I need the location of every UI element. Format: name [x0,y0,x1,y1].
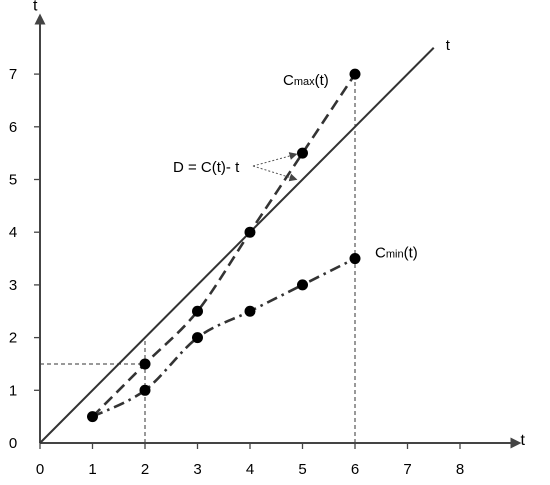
annotation-arrow [252,165,298,182]
series-label-cmin: Cmin(t) [375,245,418,262]
x-tick-label: 6 [351,461,359,478]
data-point-cmax [139,358,151,370]
x-tick-label: 0 [36,461,44,478]
y-axis-label: t [33,0,38,14]
data-point-cmax [192,305,203,317]
data-point-cmin [139,384,151,396]
annotation-d: D = C(t)- t [173,159,240,176]
x-tick-label: 1 [88,461,96,478]
series-line-cmax [91,73,357,418]
data-point-cmax [244,226,256,238]
data-point-cmax [87,411,98,423]
y-tick-label: 4 [9,224,17,241]
x-axis-arrow-icon [510,437,522,449]
series-line-t [39,47,435,444]
x-tick-label: 2 [141,461,149,478]
x-tick-label: 3 [193,461,201,478]
annotation-arrow [252,152,298,167]
y-tick-label: 6 [9,119,17,136]
x-tick-label: 7 [403,461,411,478]
x-tick-label: 4 [246,461,254,478]
series-label-cmax: Cmax(t) [283,72,329,89]
y-tick-label: 2 [9,330,17,347]
series-line-cmin [91,257,356,418]
x-axis-label: t [521,432,526,449]
y-axis-arrow-icon [34,13,46,25]
y-tick-label: 5 [9,172,17,189]
data-point-cmin [244,305,256,317]
y-tick-label: 1 [9,382,17,399]
y-tick-label: 3 [9,277,17,294]
data-point-cmax [297,147,308,159]
series-label-t: t [446,37,451,54]
y-tick-label: 0 [9,435,17,452]
x-tick-label: 8 [456,461,464,478]
x-tick-label: 5 [298,461,306,478]
data-point-cmin [297,279,308,291]
data-point-cmin [349,253,361,265]
data-point-cmin [192,332,203,344]
y-tick-label: 7 [9,66,17,83]
data-point-cmax [349,68,361,80]
